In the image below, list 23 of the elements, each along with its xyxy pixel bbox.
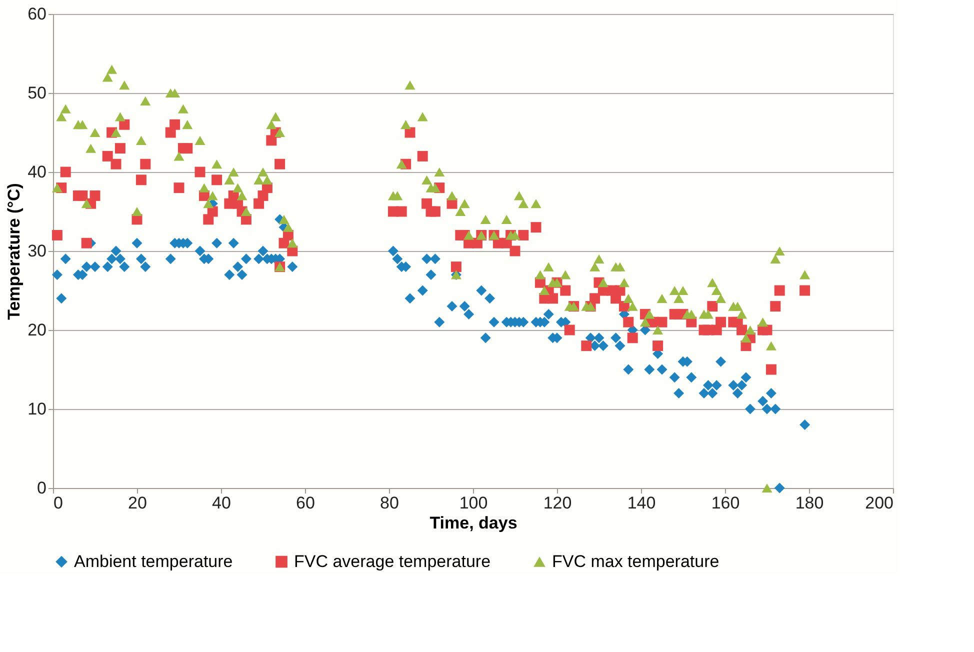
y-tick-label: 10 (28, 400, 46, 418)
x-tick-label: 140 (627, 494, 656, 512)
x-tick-label: 40 (212, 494, 231, 512)
x-axis-title: Time, days (430, 514, 518, 532)
x-tick-label: 60 (296, 494, 315, 512)
y-tick-label: 50 (28, 84, 46, 102)
y-axis-title: Temperature (°C) (4, 183, 24, 320)
y-tick-label: 60 (28, 4, 46, 24)
y-tick-label: 0 (37, 478, 46, 498)
x-tick-label: 200 (865, 494, 894, 512)
legend-label: Ambient temperature (74, 552, 233, 571)
y-tick-label: 20 (28, 320, 46, 340)
y-tick-label: 30 (28, 242, 46, 260)
legend-label: FVC max temperature (552, 552, 720, 571)
x-tick-label: 160 (711, 494, 740, 512)
x-tick-label: 20 (128, 494, 147, 512)
x-tick-label: 80 (380, 494, 399, 512)
legend-label: FVC average temperature (294, 552, 491, 571)
x-tick-label: 120 (543, 494, 572, 512)
y-tick-label: 40 (28, 162, 46, 182)
x-tick-label: 100 (459, 494, 488, 512)
x-tick-label: 0 (54, 494, 63, 512)
x-tick-label: 180 (795, 494, 824, 512)
